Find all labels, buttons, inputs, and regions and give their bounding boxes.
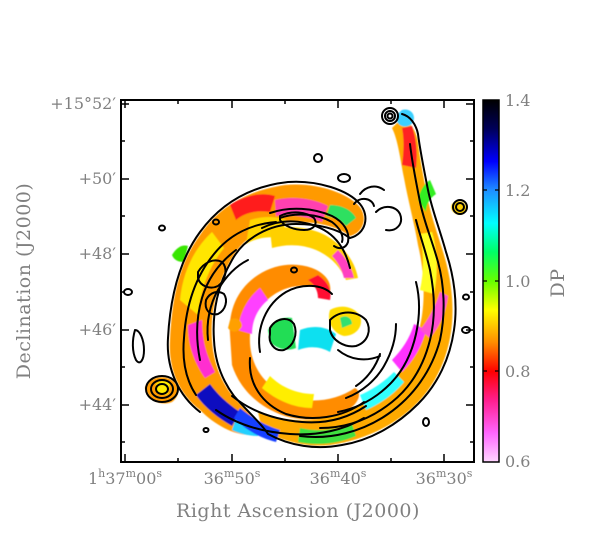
outer-arm-patch-green — [172, 245, 188, 262]
contour-small-9 — [212, 218, 220, 226]
contour-nw-star-2 — [455, 202, 465, 212]
upper-arm-region — [270, 227, 358, 280]
y-tick-label-52: +15°52′ — [50, 94, 116, 113]
inner-arm-patch-green — [268, 317, 296, 350]
outer-arm-patch-magenta — [188, 320, 215, 378]
contour-upper-knot — [279, 211, 317, 231]
x-tick-labels: 1h37m00s 36m50s 36m40s 36m30s — [88, 467, 473, 488]
contour-inner-patch — [268, 318, 297, 352]
contour-west-4 — [345, 323, 397, 399]
contour-left-knot — [197, 259, 227, 289]
y-tick-labels: +15°52′ +50′ +48′ +46′ +44′ — [50, 94, 116, 414]
outer-arm-patch-red — [230, 194, 275, 220]
contour-arm-b — [279, 213, 344, 243]
colorbar-tick-0.8: 0.8 — [505, 362, 530, 381]
contour-small-4 — [462, 293, 470, 301]
contour-small-8 — [158, 224, 166, 232]
contour-far-east-dot — [123, 288, 133, 296]
contour-mid — [329, 311, 370, 348]
x-axis-label: Right Ascension (J2000) — [176, 500, 420, 522]
outer-arm-patch-green2 — [326, 205, 356, 226]
contours — [123, 107, 471, 449]
companion-region — [396, 109, 414, 127]
contour-west-1 — [299, 143, 445, 438]
dp-colormap — [145, 109, 467, 446]
contour-lower-2 — [231, 395, 367, 424]
east-blob — [228, 318, 242, 332]
contour-west-2 — [319, 219, 435, 429]
contour-ne-wiggle-2 — [353, 198, 375, 207]
west-arm-patch-green — [418, 180, 436, 212]
y-tick-label-44: +44′ — [79, 395, 117, 414]
colorbar-tick-0.6: 0.6 — [505, 452, 530, 471]
contour-lower — [215, 409, 365, 436]
contour-mid-arc — [337, 349, 381, 361]
contour-ne-wiggle — [375, 206, 402, 232]
contour-arm-a — [182, 221, 277, 396]
colorbar: 1.4 1.2 1.0 0.8 0.6 DP — [482, 91, 569, 471]
colorbar-tick-1.4: 1.4 — [505, 91, 530, 110]
contour-north-star-2 — [384, 110, 396, 122]
lower-left-arm-patch — [196, 384, 240, 426]
frame-ticks — [121, 100, 474, 462]
contour-west-3 — [337, 281, 420, 413]
colorbar-ticks — [483, 189, 499, 372]
colorbar-tick-1.0: 1.0 — [505, 272, 530, 291]
mid-blob-green — [340, 316, 352, 328]
contour-left-inner-2 — [206, 259, 249, 341]
y-tick-label-46: +46′ — [79, 320, 117, 339]
contour-north-arc — [359, 185, 385, 195]
contour-east-companion-2 — [150, 379, 174, 399]
x-tick-label-36m50s: 36m50s — [204, 467, 261, 488]
contour-upper-loop — [261, 220, 351, 269]
contour-inner-arm — [248, 357, 365, 419]
inner-arm-patch-magenta — [238, 288, 268, 334]
contour-east-companion-1 — [145, 375, 179, 403]
contour-far-east-loop — [131, 329, 145, 364]
colorbar-tick-labels: 1.4 1.2 1.0 0.8 0.6 — [505, 91, 530, 471]
dp-map — [123, 107, 471, 449]
upper-arm-patch-magenta — [332, 250, 354, 278]
contour-outer — [166, 113, 457, 449]
x-tick-label-36m30s: 36m30s — [416, 467, 473, 488]
colorbar-tick-1.2: 1.2 — [505, 181, 530, 200]
contour-left-knot-2 — [204, 291, 227, 316]
west-arm-patch-magenta — [392, 324, 426, 372]
y-tick-label-48: +48′ — [79, 244, 117, 263]
contour-inner-loop — [258, 284, 333, 353]
plot-frame — [120, 99, 475, 463]
contour-small-6 — [422, 417, 430, 427]
x-tick-label-36m40s: 36m40s — [310, 467, 367, 488]
contour-north-star-1 — [381, 107, 399, 125]
contour-small-3 — [290, 266, 298, 274]
contour-small-7 — [202, 427, 210, 433]
inner-arm-patch-cyan — [298, 326, 336, 352]
contour-north-star-3 — [386, 112, 394, 120]
contour-left-inner-1 — [196, 249, 237, 361]
y-tick-label-50: +50′ — [79, 169, 117, 188]
x-tick-label-37m00s: 1h37m00s — [88, 467, 162, 488]
colorbar-label: DP — [547, 268, 569, 297]
y-axis-label: Declination (J2000) — [13, 183, 35, 380]
inner-arm-patch-yellow — [262, 376, 314, 408]
contour-small-2 — [337, 173, 351, 183]
contour-small-1 — [313, 153, 323, 163]
contour-nw-star-1 — [452, 199, 468, 215]
contour-east-companion-3 — [155, 383, 169, 395]
